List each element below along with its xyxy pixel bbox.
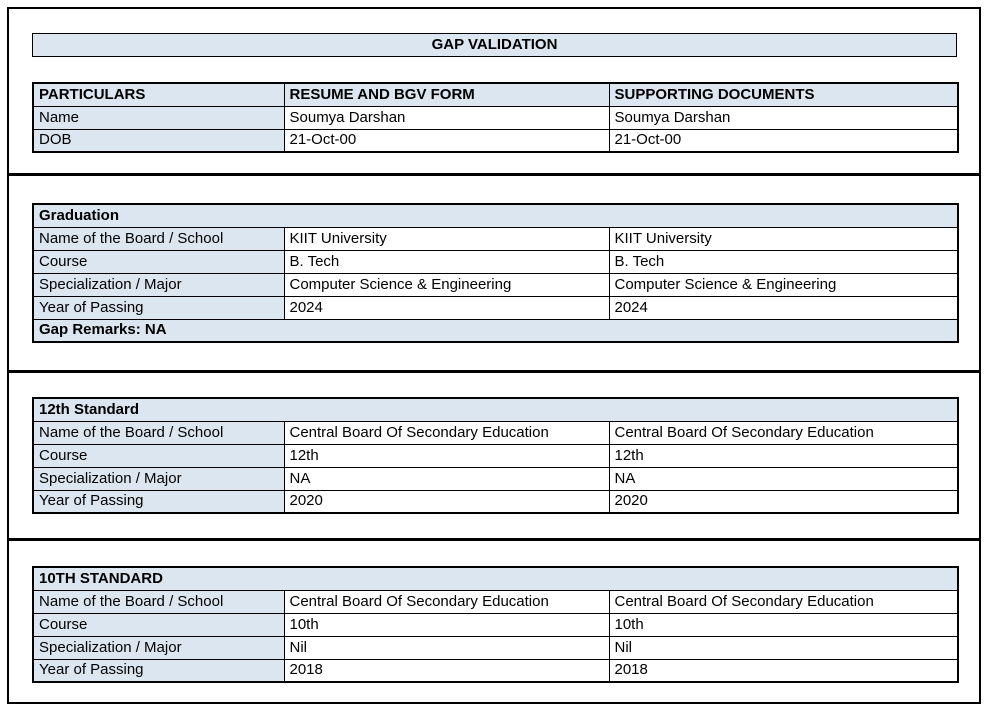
column-header-resume: RESUME AND BGV FORM [283, 82, 610, 107]
supporting-value: 21-Oct-00 [608, 128, 959, 153]
row-label: Name of the Board / School [32, 420, 285, 445]
section-divider [7, 173, 981, 176]
graduation-table: Graduation Name of the Board / School KI… [32, 203, 960, 343]
row-label: Specialization / Major [32, 272, 285, 297]
table-row-board: Name of the Board / School Central Board… [32, 589, 959, 614]
table-row-dob: DOB 21-Oct-00 21-Oct-00 [32, 128, 959, 153]
column-header-particulars: PARTICULARS [32, 82, 285, 107]
supporting-value: Computer Science & Engineering [608, 272, 959, 297]
resume-value: Soumya Darshan [283, 105, 610, 130]
resume-value: 21-Oct-00 [283, 128, 610, 153]
resume-value: NA [283, 466, 610, 491]
supporting-value: 2024 [608, 295, 959, 320]
supporting-value: 2020 [608, 489, 959, 514]
resume-value: 2024 [283, 295, 610, 320]
supporting-value: Central Board Of Secondary Education [608, 420, 959, 445]
resume-value: KIIT University [283, 226, 610, 251]
supporting-value: 10th [608, 612, 959, 637]
row-label: Course [32, 249, 285, 274]
table-row-board: Name of the Board / School Central Board… [32, 420, 959, 445]
row-label: Specialization / Major [32, 635, 285, 660]
section-title: Graduation [32, 203, 959, 228]
resume-value: Nil [283, 635, 610, 660]
resume-value: Central Board Of Secondary Education [283, 420, 610, 445]
resume-value: 12th [283, 443, 610, 468]
supporting-value: B. Tech [608, 249, 959, 274]
supporting-value: Soumya Darshan [608, 105, 959, 130]
section-divider [7, 538, 981, 541]
row-label: Year of Passing [32, 489, 285, 514]
section-title: 10TH STANDARD [32, 566, 959, 591]
row-label: Course [32, 443, 285, 468]
section-title-row: 12th Standard [32, 397, 959, 422]
section-title-row: Graduation [32, 203, 959, 228]
table-row-specialization: Specialization / Major Computer Science … [32, 272, 959, 297]
table-row-board: Name of the Board / School KIIT Universi… [32, 226, 959, 251]
gap-remarks-row: Gap Remarks: NA [32, 318, 959, 343]
table-row-specialization: Specialization / Major NA NA [32, 466, 959, 491]
supporting-value: Nil [608, 635, 959, 660]
row-label: Course [32, 612, 285, 637]
page-title: GAP VALIDATION [32, 33, 957, 57]
gap-remarks: Gap Remarks: NA [32, 318, 959, 343]
resume-value: Computer Science & Engineering [283, 272, 610, 297]
row-label: Name of the Board / School [32, 589, 285, 614]
table-row-year: Year of Passing 2024 2024 [32, 295, 959, 320]
supporting-value: 2018 [608, 658, 959, 683]
table-row-specialization: Specialization / Major Nil Nil [32, 635, 959, 660]
table-row-course: Course B. Tech B. Tech [32, 249, 959, 274]
identity-header-row: PARTICULARS RESUME AND BGV FORM SUPPORTI… [32, 82, 959, 107]
row-label: Specialization / Major [32, 466, 285, 491]
supporting-value: Central Board Of Secondary Education [608, 589, 959, 614]
row-label: Name of the Board / School [32, 226, 285, 251]
table-row-name: Name Soumya Darshan Soumya Darshan [32, 105, 959, 130]
tenth-standard-table: 10TH STANDARD Name of the Board / School… [32, 566, 959, 683]
identity-table: PARTICULARS RESUME AND BGV FORM SUPPORTI… [32, 82, 959, 153]
row-label: Name [32, 105, 285, 130]
row-label: DOB [32, 128, 285, 153]
table-row-year: Year of Passing 2018 2018 [32, 658, 959, 683]
page-border [7, 7, 981, 704]
resume-value: Central Board Of Secondary Education [283, 589, 610, 614]
supporting-value: 12th [608, 443, 959, 468]
supporting-value: NA [608, 466, 959, 491]
row-label: Year of Passing [32, 295, 285, 320]
section-title: 12th Standard [32, 397, 959, 422]
section-divider [7, 370, 981, 373]
resume-value: 10th [283, 612, 610, 637]
twelfth-standard-table: 12th Standard Name of the Board / School… [32, 397, 960, 514]
resume-value: 2020 [283, 489, 610, 514]
table-row-year: Year of Passing 2020 2020 [32, 489, 959, 514]
row-label: Year of Passing [32, 658, 285, 683]
column-header-supporting: SUPPORTING DOCUMENTS [608, 82, 959, 107]
table-row-course: Course 10th 10th [32, 612, 959, 637]
supporting-value: KIIT University [608, 226, 959, 251]
resume-value: B. Tech [283, 249, 610, 274]
table-row-course: Course 12th 12th [32, 443, 959, 468]
section-title-row: 10TH STANDARD [32, 566, 959, 591]
resume-value: 2018 [283, 658, 610, 683]
